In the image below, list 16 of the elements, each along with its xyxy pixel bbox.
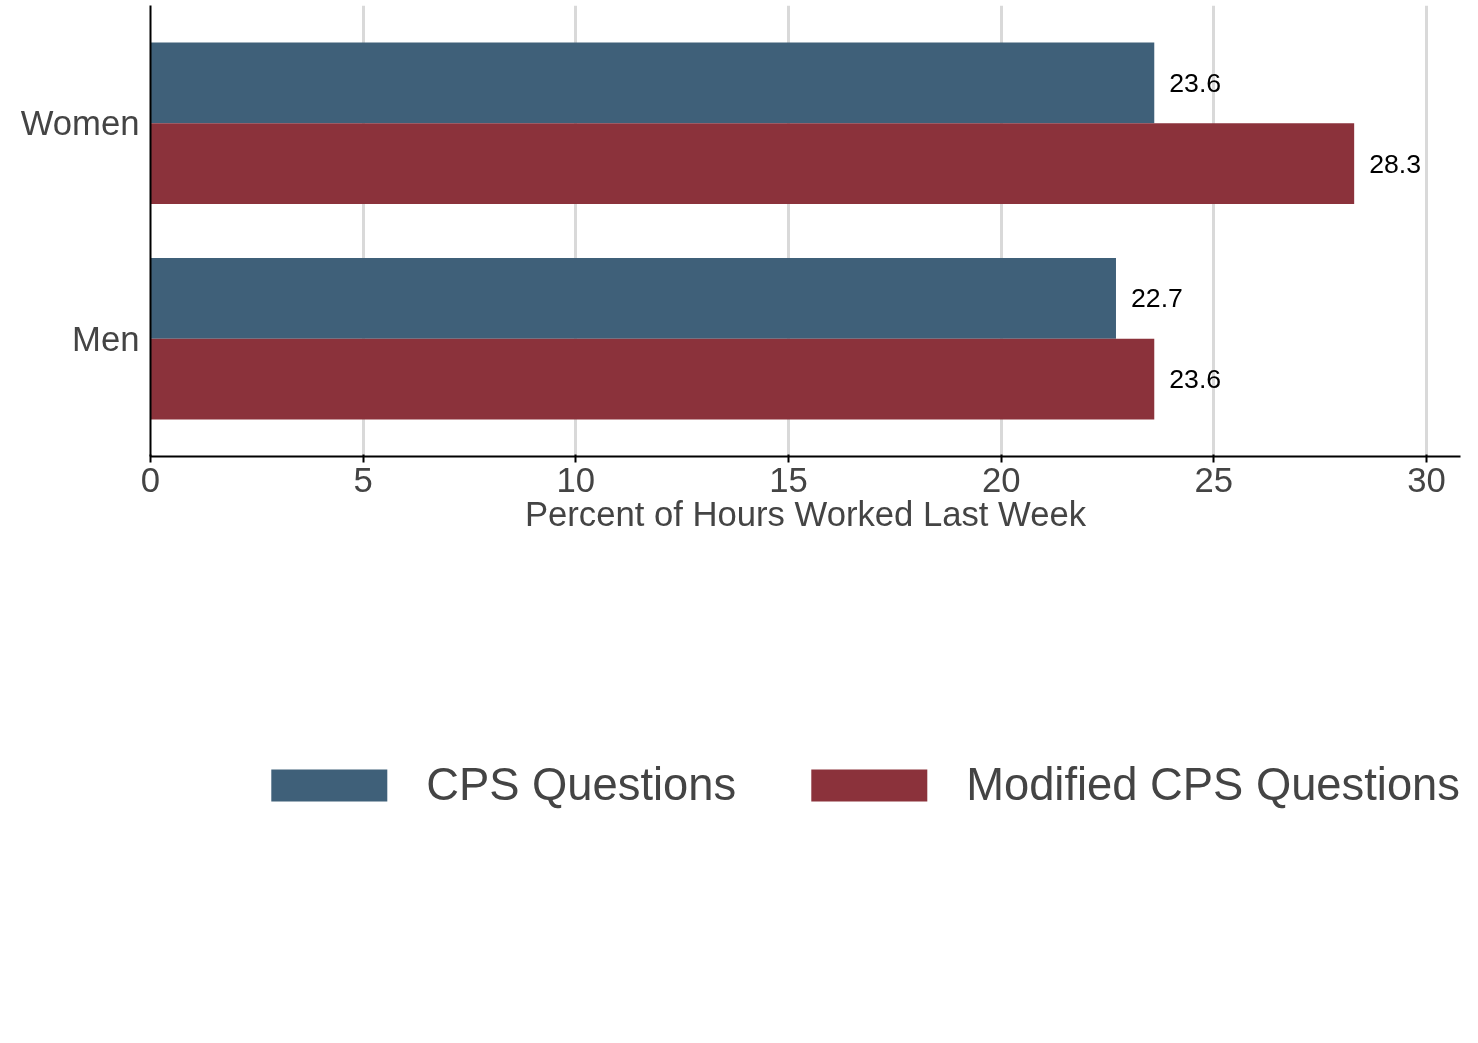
data-label: 23.6 bbox=[1169, 364, 1222, 395]
bar bbox=[150, 338, 1155, 420]
x-tick-label: 30 bbox=[1407, 460, 1446, 499]
bar bbox=[150, 257, 1116, 339]
y-tick-label: Men bbox=[72, 319, 140, 358]
bar bbox=[150, 42, 1155, 124]
y-tick-label: Women bbox=[20, 104, 140, 143]
data-label: 23.6 bbox=[1169, 67, 1222, 98]
x-tick-label: 0 bbox=[140, 460, 161, 499]
data-label: 28.3 bbox=[1369, 148, 1422, 179]
bar bbox=[150, 123, 1355, 205]
legend-label: Modified CPS Questions bbox=[966, 759, 1460, 811]
x-tick-label: 5 bbox=[353, 460, 373, 499]
legend-label: CPS Questions bbox=[426, 759, 737, 811]
x-tick-label: 25 bbox=[1194, 460, 1234, 499]
data-label: 22.7 bbox=[1130, 283, 1183, 314]
